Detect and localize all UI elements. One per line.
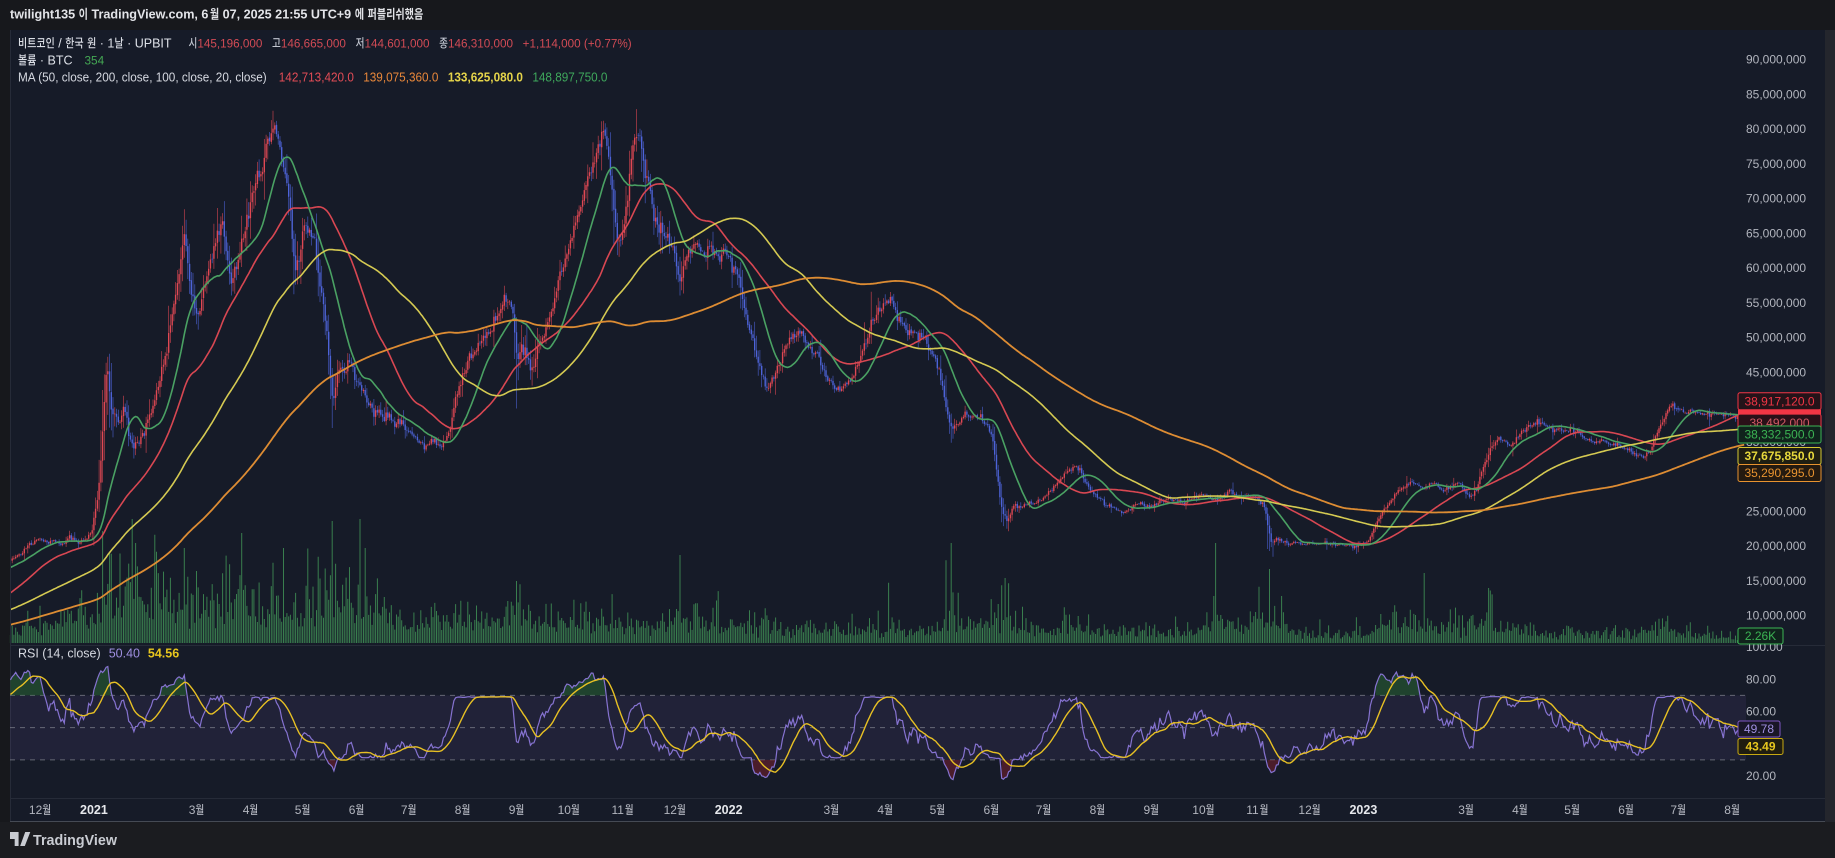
svg-text:8: 8	[1724, 803, 1731, 817]
svg-text:50.40: 50.40	[109, 647, 140, 661]
svg-text:90,000,000: 90,000,000	[1746, 53, 1806, 67]
svg-text:43.49: 43.49	[1745, 740, 1775, 754]
svg-text:45,000,000: 45,000,000	[1746, 365, 1806, 379]
svg-text:70,000,000: 70,000,000	[1746, 192, 1806, 206]
svg-text:6: 6	[984, 803, 991, 817]
svg-text:10: 10	[558, 803, 572, 817]
svg-text:· BTC: · BTC	[36, 54, 72, 68]
svg-text:38,332,500.0: 38,332,500.0	[1744, 428, 1814, 442]
svg-text:8: 8	[455, 803, 462, 817]
svg-text:2023: 2023	[1349, 803, 1377, 817]
svg-text:5: 5	[1564, 803, 1571, 817]
svg-text:12: 12	[1298, 803, 1312, 817]
svg-text:07, 2025 21:55 UTC+9: 07, 2025 21:55 UTC+9	[219, 7, 355, 22]
svg-text:85,000,000: 85,000,000	[1746, 88, 1806, 102]
svg-text:5: 5	[295, 803, 302, 817]
svg-text:54.56: 54.56	[148, 647, 179, 661]
svg-text:50,000,000: 50,000,000	[1746, 331, 1806, 345]
svg-text:6: 6	[1618, 803, 1625, 817]
svg-text:11: 11	[1246, 803, 1259, 817]
svg-text:55,000,000: 55,000,000	[1746, 296, 1806, 310]
svg-text:10: 10	[1192, 803, 1206, 817]
svg-text:15,000,000: 15,000,000	[1746, 574, 1806, 588]
svg-text:3: 3	[1458, 803, 1465, 817]
svg-text:3: 3	[824, 803, 831, 817]
svg-text:146,665,000: 146,665,000	[281, 36, 346, 50]
svg-text:TradingView: TradingView	[33, 833, 118, 849]
svg-text:38,917,120.0: 38,917,120.0	[1744, 395, 1814, 409]
svg-text:12: 12	[29, 803, 43, 817]
svg-text:7: 7	[1670, 803, 1677, 817]
svg-text:148,897,750.0: 148,897,750.0	[532, 70, 607, 84]
svg-text:MA (50, close, 200, close, 100: MA (50, close, 200, close, 100, close, 2…	[18, 70, 267, 84]
svg-text:· 1: · 1	[96, 37, 114, 51]
svg-text:RSI (14, close): RSI (14, close)	[18, 647, 101, 661]
svg-text:TradingView.com, 6: TradingView.com, 6	[88, 7, 208, 22]
svg-text:35,290,295.0: 35,290,295.0	[1744, 466, 1814, 480]
svg-text:+1,114,000 (+0.77%): +1,114,000 (+0.77%)	[523, 36, 632, 50]
svg-text:20,000,000: 20,000,000	[1746, 539, 1806, 553]
svg-text:12: 12	[664, 803, 678, 817]
svg-text:7: 7	[401, 803, 408, 817]
svg-text:25,000,000: 25,000,000	[1746, 505, 1806, 519]
svg-text:4: 4	[877, 803, 884, 817]
svg-text:142,713,420.0: 142,713,420.0	[279, 70, 354, 84]
svg-text:9: 9	[509, 803, 516, 817]
svg-text:3: 3	[189, 803, 196, 817]
svg-text:139,075,360.0: 139,075,360.0	[363, 70, 438, 84]
svg-text:37,675,850.0: 37,675,850.0	[1744, 449, 1814, 463]
svg-text:6: 6	[349, 803, 356, 817]
svg-text:60.00: 60.00	[1746, 705, 1776, 719]
svg-text:2021: 2021	[80, 803, 108, 817]
svg-text:49.78: 49.78	[1744, 722, 1774, 736]
svg-text:145,196,000: 145,196,000	[197, 36, 262, 50]
svg-text:80,000,000: 80,000,000	[1746, 122, 1806, 136]
svg-text:11: 11	[612, 803, 625, 817]
svg-text:60,000,000: 60,000,000	[1746, 261, 1806, 275]
svg-text:20.00: 20.00	[1746, 769, 1776, 783]
svg-text:133,625,080.0: 133,625,080.0	[448, 70, 523, 84]
svg-text:2.26K: 2.26K	[1745, 629, 1776, 643]
svg-text:4: 4	[1512, 803, 1519, 817]
svg-text:65,000,000: 65,000,000	[1746, 226, 1806, 240]
svg-text:4: 4	[243, 803, 250, 817]
svg-text:/: /	[55, 37, 65, 51]
svg-text:354: 354	[85, 54, 105, 68]
svg-text:twilight135: twilight135	[10, 7, 79, 22]
svg-text:80.00: 80.00	[1746, 673, 1776, 687]
svg-text:7: 7	[1036, 803, 1043, 817]
svg-text:5: 5	[930, 803, 937, 817]
svg-text:144,601,000: 144,601,000	[364, 36, 429, 50]
svg-text:8: 8	[1090, 803, 1097, 817]
svg-text:146,310,000: 146,310,000	[448, 36, 513, 50]
svg-text:10,000,000: 10,000,000	[1746, 609, 1806, 623]
svg-text:75,000,000: 75,000,000	[1746, 157, 1806, 171]
svg-text:2022: 2022	[715, 803, 743, 817]
svg-text:9: 9	[1144, 803, 1151, 817]
svg-text:· UPBIT: · UPBIT	[124, 37, 172, 51]
